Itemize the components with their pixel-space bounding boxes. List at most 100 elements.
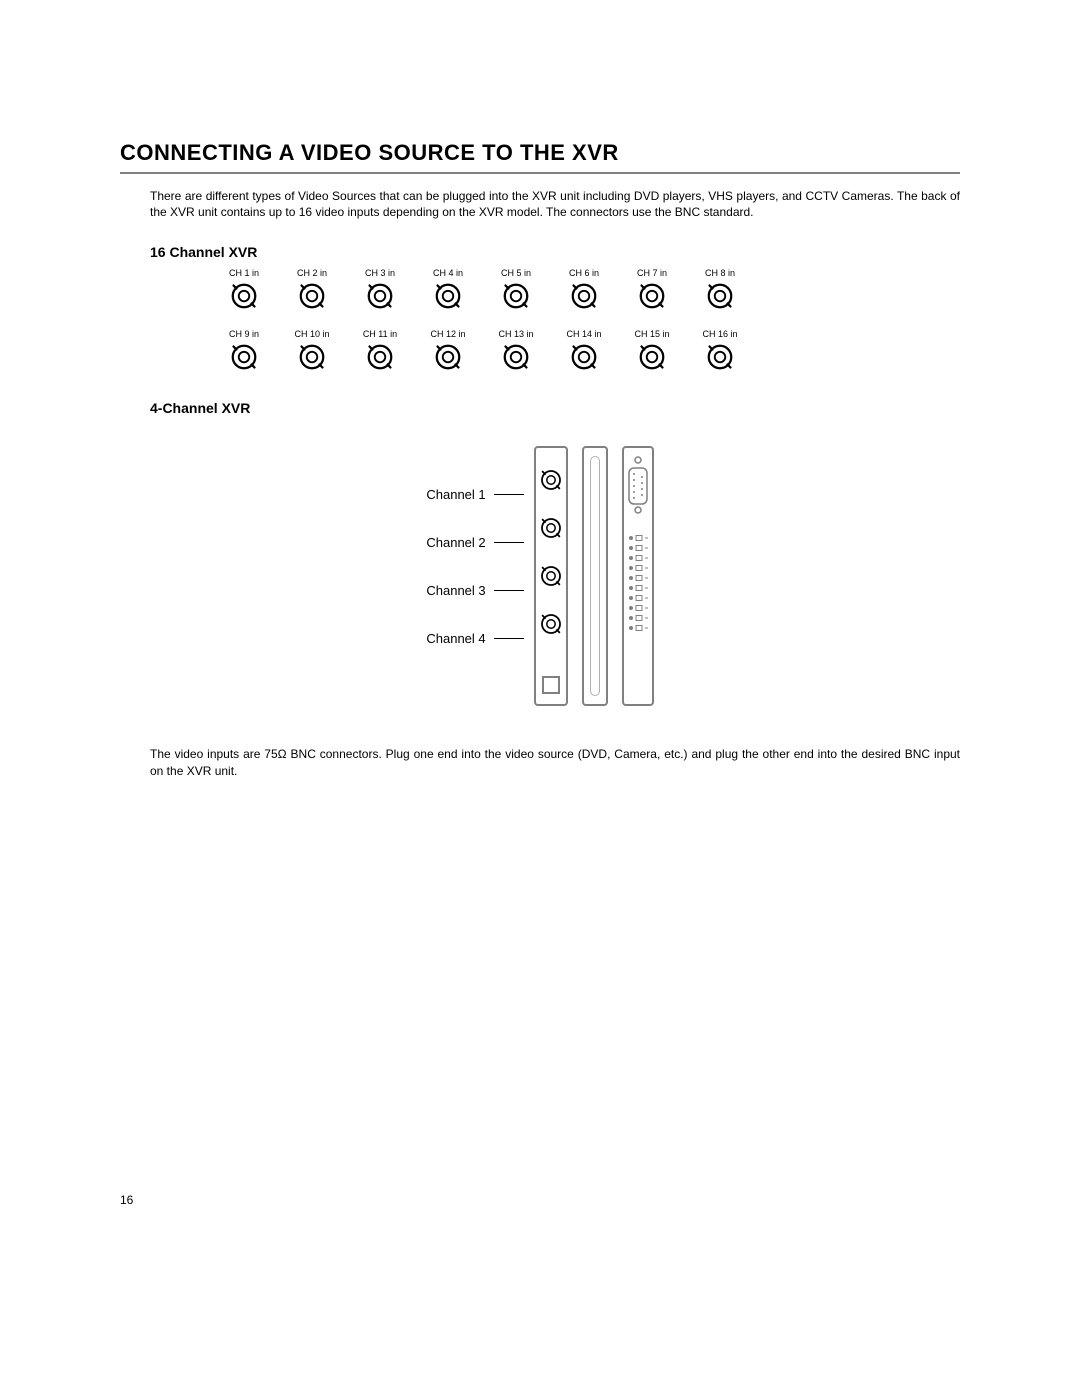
bnc-connector-icon: [539, 564, 563, 588]
intro-paragraph: There are different types of Video Sourc…: [150, 188, 960, 220]
channel-label: Channel 1: [426, 487, 485, 502]
channel-label: Channel 4: [426, 631, 485, 646]
bnc-connector-icon: [433, 281, 463, 311]
leader-line: [494, 542, 524, 543]
bnc-cell: CH 12 in: [414, 329, 482, 372]
bnc-connector: [569, 342, 599, 372]
bnc-connector-icon: [705, 342, 735, 372]
diagram-4ch: Channel 1 Channel 2 Channel 3 Channel 4: [120, 446, 960, 706]
bnc-connector-icon: [297, 342, 327, 372]
bnc-connector-icon: [229, 281, 259, 311]
diagram-4ch-io-panel: [622, 446, 654, 706]
bnc-cell: CH 6 in: [550, 268, 618, 311]
bnc-connector: [297, 281, 327, 311]
bnc-label: CH 3 in: [365, 268, 395, 278]
page-title: CONNECTING A VIDEO SOURCE TO THE XVR: [120, 140, 960, 166]
bnc-cell: CH 1 in: [210, 268, 278, 311]
bnc-connector-icon: [569, 281, 599, 311]
bnc-connector-icon: [539, 468, 563, 492]
serial-port-icon: [627, 454, 649, 514]
document-page: CONNECTING A VIDEO SOURCE TO THE XVR The…: [0, 0, 1080, 1397]
bnc-connector: [229, 342, 259, 372]
bnc-connector: [637, 342, 667, 372]
channel-label-row: Channel 3: [426, 566, 523, 614]
bnc-connector: [705, 281, 735, 311]
bnc-label: CH 9 in: [229, 329, 259, 339]
aux-port-icon: [542, 676, 560, 694]
bnc-connector: [705, 342, 735, 372]
bnc-cell: CH 5 in: [482, 268, 550, 311]
bnc-connector: [297, 342, 327, 372]
bnc-connector: [539, 516, 563, 540]
bnc-connector-icon: [365, 281, 395, 311]
bnc-cell: CH 13 in: [482, 329, 550, 372]
bnc-connector-icon: [433, 342, 463, 372]
bnc-connector: [365, 342, 395, 372]
bnc-connector-icon: [501, 281, 531, 311]
diagram-4ch-slot-panel: [582, 446, 608, 706]
bnc-connector-icon: [637, 342, 667, 372]
bnc-connector: [637, 281, 667, 311]
bnc-label: CH 16 in: [702, 329, 737, 339]
bnc-connector-icon: [539, 516, 563, 540]
bnc-label: CH 12 in: [430, 329, 465, 339]
section-16ch-title: 16 Channel XVR: [150, 244, 960, 260]
bnc-cell: CH 14 in: [550, 329, 618, 372]
diagram-4ch-slot-inner: [590, 456, 600, 696]
bnc-label: CH 1 in: [229, 268, 259, 278]
bnc-connector: [539, 564, 563, 588]
bnc-grid-16ch: CH 1 in CH 2 in CH 3 in CH 4 in CH 5 in …: [210, 268, 960, 372]
bnc-cell: CH 7 in: [618, 268, 686, 311]
channel-label-row: Channel 2: [426, 518, 523, 566]
bnc-connector: [501, 342, 531, 372]
channel-label-row: Channel 4: [426, 614, 523, 662]
bnc-connector-icon: [297, 281, 327, 311]
bnc-cell: CH 2 in: [278, 268, 346, 311]
bnc-cell: CH 3 in: [346, 268, 414, 311]
channel-label-row: Channel 1: [426, 470, 523, 518]
bnc-connector-icon: [501, 342, 531, 372]
heading-rule: [120, 172, 960, 174]
diagram-4ch-labels: Channel 1 Channel 2 Channel 3 Channel 4: [426, 446, 523, 706]
bnc-label: CH 15 in: [634, 329, 669, 339]
terminal-block-icon: [626, 532, 650, 642]
channel-label: Channel 3: [426, 583, 485, 598]
bnc-connector: [229, 281, 259, 311]
bnc-cell: CH 9 in: [210, 329, 278, 372]
bnc-connector: [539, 468, 563, 492]
bnc-connector-icon: [539, 612, 563, 636]
bnc-label: CH 7 in: [637, 268, 667, 278]
bnc-label: CH 4 in: [433, 268, 463, 278]
bnc-connector: [433, 342, 463, 372]
bnc-label: CH 8 in: [705, 268, 735, 278]
bnc-connector: [539, 612, 563, 636]
bnc-label: CH 5 in: [501, 268, 531, 278]
bnc-label: CH 11 in: [363, 329, 397, 339]
bnc-cell: CH 10 in: [278, 329, 346, 372]
bnc-label: CH 14 in: [566, 329, 601, 339]
bnc-label: CH 2 in: [297, 268, 327, 278]
bnc-connector: [501, 281, 531, 311]
bnc-connector-icon: [637, 281, 667, 311]
bnc-connector-icon: [705, 281, 735, 311]
bnc-connector-icon: [569, 342, 599, 372]
leader-line: [494, 638, 524, 639]
leader-line: [494, 590, 524, 591]
bnc-cell: CH 16 in: [686, 329, 754, 372]
leader-line: [494, 494, 524, 495]
bnc-connector-icon: [365, 342, 395, 372]
outro-paragraph: The video inputs are 75Ω BNC connectors.…: [150, 746, 960, 778]
bnc-cell: CH 15 in: [618, 329, 686, 372]
bnc-connector-icon: [229, 342, 259, 372]
bnc-connector: [365, 281, 395, 311]
section-4ch-title: 4-Channel XVR: [150, 400, 960, 416]
bnc-cell: CH 8 in: [686, 268, 754, 311]
page-number: 16: [120, 1193, 133, 1207]
bnc-connector: [569, 281, 599, 311]
diagram-4ch-bnc-panel: [534, 446, 568, 706]
bnc-cell: CH 11 in: [346, 329, 414, 372]
bnc-connector: [433, 281, 463, 311]
bnc-label: CH 10 in: [294, 329, 329, 339]
bnc-cell: CH 4 in: [414, 268, 482, 311]
channel-label: Channel 2: [426, 535, 485, 550]
